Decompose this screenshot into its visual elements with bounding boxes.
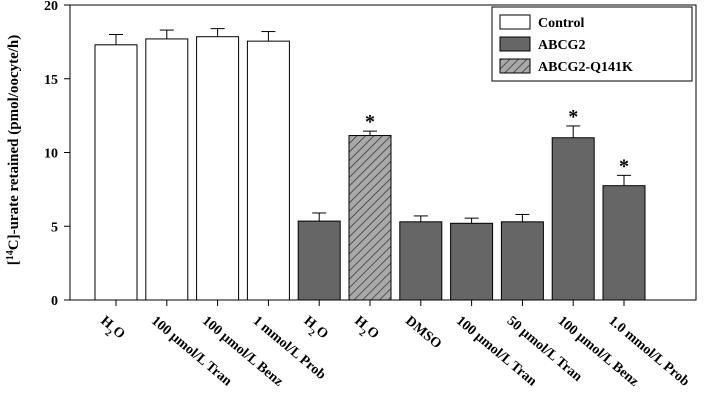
y-tick-label: 5 bbox=[51, 220, 58, 235]
significance-marker: * bbox=[568, 106, 578, 128]
bar bbox=[450, 222, 494, 301]
y-label-part: C]-urate retained (pmol/oocyte/h) bbox=[6, 35, 22, 251]
y-tick-label: 0 bbox=[51, 294, 58, 309]
legend-swatch bbox=[499, 14, 531, 30]
x-tick-label: H2O bbox=[95, 314, 128, 346]
bar bbox=[145, 38, 189, 301]
legend: Control ABCG2 ABCG2-Q141K bbox=[491, 6, 693, 82]
y-label-superscript: 14 bbox=[5, 250, 16, 260]
x-label-text: O bbox=[110, 324, 128, 343]
y-tick-label: 20 bbox=[44, 0, 58, 14]
x-label-subscript: 2 bbox=[306, 327, 317, 339]
x-tick-label: H2O bbox=[298, 314, 331, 346]
x-tick-label: DMSO bbox=[402, 314, 444, 353]
x-label-subscript: 2 bbox=[103, 327, 114, 339]
x-label-text: DMSO bbox=[402, 314, 444, 353]
significance-marker: * bbox=[619, 155, 629, 177]
y-axis: 0 5 10 15 20 bbox=[44, 0, 70, 309]
bar bbox=[551, 137, 595, 301]
x-label-text: O bbox=[313, 324, 331, 343]
bar bbox=[348, 135, 392, 301]
legend-swatch bbox=[499, 58, 531, 74]
x-label-subscript: 2 bbox=[357, 327, 368, 339]
y-label-part: [ bbox=[6, 260, 22, 265]
y-axis-label: [14C]-urate retained (pmol/oocyte/h) bbox=[5, 35, 23, 266]
x-label-text: O bbox=[364, 324, 382, 343]
x-axis bbox=[115, 300, 625, 306]
bar bbox=[602, 185, 646, 301]
x-tick-label: H2O bbox=[349, 314, 382, 346]
y-tick-label: 10 bbox=[44, 147, 58, 162]
legend-swatch bbox=[499, 36, 531, 52]
legend-label: Control bbox=[538, 16, 585, 31]
legend-label: ABCG2 bbox=[538, 38, 585, 53]
bar bbox=[94, 44, 138, 301]
bar bbox=[500, 221, 544, 301]
bar bbox=[297, 220, 341, 301]
legend-label: ABCG2-Q141K bbox=[538, 60, 633, 75]
bars: * * * bbox=[94, 28, 646, 301]
bar bbox=[196, 36, 240, 301]
bar bbox=[246, 40, 290, 301]
y-tick-label: 15 bbox=[44, 73, 58, 88]
significance-marker: * bbox=[365, 111, 375, 133]
bar bbox=[399, 221, 443, 301]
